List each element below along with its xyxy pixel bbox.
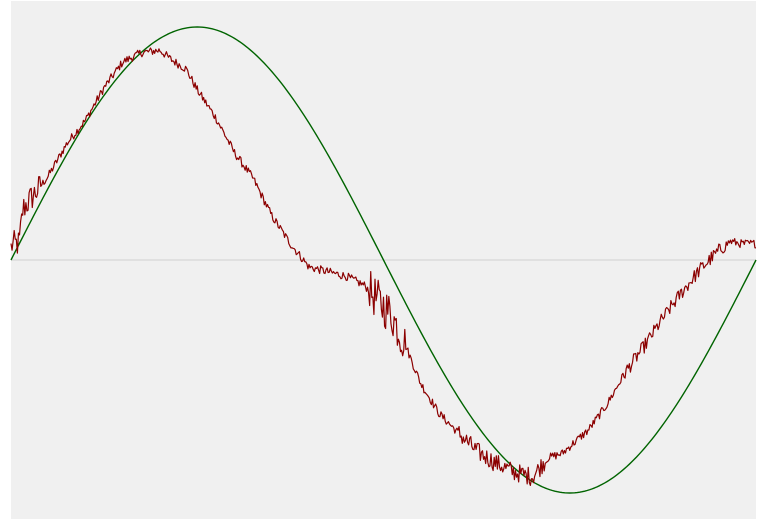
series-line-measured: [10, 47, 757, 486]
series-line-reference: [10, 26, 757, 494]
series-layer: [10, 26, 757, 494]
